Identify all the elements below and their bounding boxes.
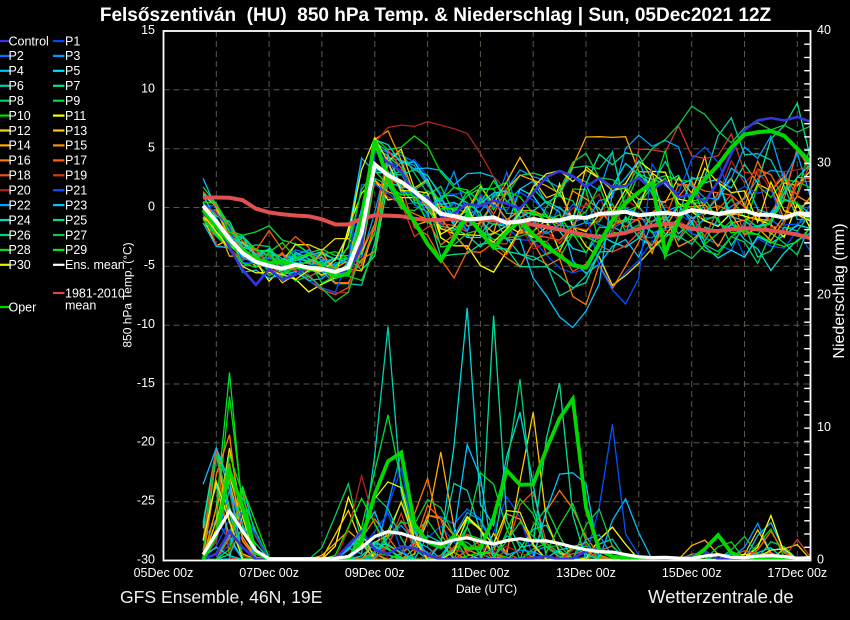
- svg-text:13Dec 00z: 13Dec 00z: [556, 566, 616, 580]
- svg-text:P23: P23: [65, 198, 87, 212]
- svg-text:P22: P22: [9, 198, 31, 212]
- svg-text:-20: -20: [137, 435, 155, 449]
- svg-text:mean: mean: [65, 299, 96, 313]
- svg-text:P13: P13: [65, 124, 87, 138]
- svg-text:10: 10: [817, 420, 831, 434]
- svg-text:P15: P15: [65, 139, 87, 153]
- svg-text:-5: -5: [144, 258, 155, 272]
- svg-text:-25: -25: [137, 494, 155, 508]
- svg-text:Wetterzentrale.de: Wetterzentrale.de: [648, 586, 794, 607]
- svg-text:P7: P7: [65, 79, 80, 93]
- svg-text:P19: P19: [65, 169, 87, 183]
- svg-text:P30: P30: [9, 258, 31, 272]
- svg-text:P20: P20: [9, 184, 31, 198]
- svg-text:17Dec 00z: 17Dec 00z: [767, 566, 827, 580]
- svg-text:P17: P17: [65, 154, 87, 168]
- svg-text:P18: P18: [9, 169, 31, 183]
- svg-text:P10: P10: [9, 109, 31, 123]
- svg-text:15Dec 00z: 15Dec 00z: [662, 566, 722, 580]
- svg-text:-15: -15: [137, 376, 155, 390]
- svg-text:P9: P9: [65, 94, 80, 108]
- svg-text:1981-2010: 1981-2010: [65, 286, 125, 300]
- svg-text:40: 40: [817, 23, 831, 37]
- svg-text:09Dec 00z: 09Dec 00z: [345, 566, 405, 580]
- svg-text:P27: P27: [65, 228, 87, 242]
- svg-text:5: 5: [148, 141, 155, 155]
- svg-text:P25: P25: [65, 213, 87, 227]
- svg-text:P26: P26: [9, 228, 31, 242]
- svg-text:05Dec 00z: 05Dec 00z: [134, 566, 194, 580]
- svg-text:P6: P6: [9, 79, 24, 93]
- svg-text:P1: P1: [65, 34, 80, 48]
- svg-text:30: 30: [817, 155, 831, 169]
- svg-text:P5: P5: [65, 64, 80, 78]
- svg-text:20: 20: [817, 288, 831, 302]
- svg-text:P14: P14: [9, 139, 31, 153]
- svg-text:10: 10: [141, 82, 155, 96]
- svg-text:0: 0: [148, 199, 155, 213]
- svg-text:07Dec 00z: 07Dec 00z: [239, 566, 299, 580]
- svg-text:P24: P24: [9, 213, 31, 227]
- svg-text:-30: -30: [137, 552, 155, 566]
- svg-text:P28: P28: [9, 243, 31, 257]
- svg-text:GFS Ensemble, 46N, 19E: GFS Ensemble, 46N, 19E: [120, 587, 322, 607]
- svg-text:850 hPa Temp. (°C): 850 hPa Temp. (°C): [121, 242, 135, 347]
- svg-text:P3: P3: [65, 49, 80, 63]
- svg-text:15: 15: [141, 23, 155, 37]
- svg-text:P11: P11: [65, 109, 86, 123]
- svg-text:P16: P16: [9, 154, 31, 168]
- svg-text:0: 0: [817, 552, 824, 566]
- svg-text:Ens. mean: Ens. mean: [65, 258, 125, 272]
- svg-text:P12: P12: [9, 124, 31, 138]
- svg-text:P29: P29: [65, 243, 87, 257]
- svg-text:Felsőszentiván (HU) 850 hPa: Felsőszentiván (HU) 850 hPa Temp. & Nied…: [100, 5, 772, 26]
- svg-text:P8: P8: [9, 94, 24, 108]
- svg-text:P4: P4: [9, 64, 24, 78]
- svg-text:-10: -10: [137, 317, 155, 331]
- svg-text:Oper: Oper: [9, 300, 37, 314]
- svg-text:P2: P2: [9, 49, 24, 63]
- svg-text:11Dec 00z: 11Dec 00z: [451, 566, 510, 580]
- svg-text:P21: P21: [65, 184, 87, 198]
- svg-text:Control: Control: [9, 34, 49, 48]
- svg-text:Date (UTC): Date (UTC): [456, 582, 517, 596]
- svg-text:Niederschlag (mm): Niederschlag (mm): [831, 223, 848, 358]
